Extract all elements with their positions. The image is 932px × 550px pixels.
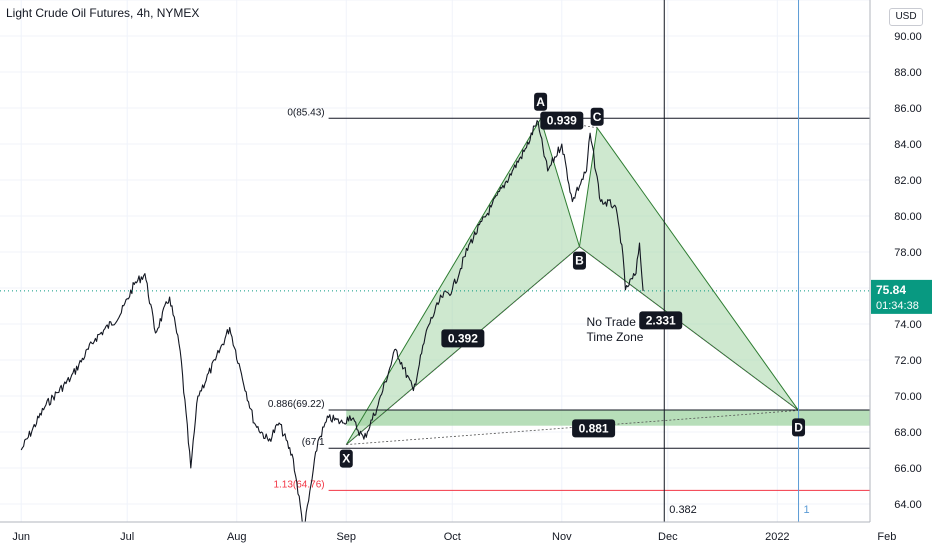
vertical-marker-label: 1 [804, 504, 810, 516]
x-tick-label: Oct [444, 531, 461, 543]
fib-level-label: (67.1 [302, 437, 325, 448]
pattern-ratio-label: 0.881 [572, 419, 616, 438]
chart-title: Light Crude Oil Futures, 4h, NYMEX [6, 6, 200, 20]
pattern-point-label-text: D [794, 420, 803, 434]
y-tick-label: 72.00 [894, 355, 922, 367]
y-tick-label: 70.00 [894, 391, 922, 403]
y-tick-label: 88.00 [894, 67, 922, 79]
y-tick-label: 66.00 [894, 463, 922, 475]
pattern-point-label: D [792, 418, 806, 437]
pattern-ratio-label-text: 2.331 [646, 313, 676, 327]
last-price-tag-box [871, 279, 932, 314]
price-axis-panel [870, 0, 932, 550]
fib-level-label: 0(85.43) [287, 107, 324, 118]
pattern-ratio-label-text: 0.392 [448, 331, 478, 345]
bar-countdown: 01:34:38 [876, 300, 919, 312]
x-tick-label: Aug [227, 531, 247, 543]
pattern-point-label-box [534, 92, 548, 111]
pattern-ratio-label-text: 0.939 [547, 114, 577, 128]
x-tick-label: 2022 [765, 531, 789, 543]
y-tick-label: 64.00 [894, 499, 922, 511]
pattern-ratio-label: 0.939 [540, 111, 584, 130]
bd-diagonal [579, 246, 799, 411]
pattern-point-label-text: A [536, 95, 545, 109]
y-tick-label: 80.00 [894, 211, 922, 223]
y-tick-label: 90.00 [894, 31, 922, 43]
annotation-line: Time Zone [587, 330, 644, 344]
pattern-point-label: X [339, 449, 353, 468]
pattern-triangle-bcd [578, 126, 799, 411]
pattern-point-label-text: C [593, 110, 602, 124]
no-trade-annotation: No Trade Time Zone [587, 315, 644, 344]
y-tick-label: 68.00 [894, 427, 922, 439]
x-tick-label: Jun [12, 531, 30, 543]
pattern-ratio-label: 2.331 [639, 311, 683, 330]
y-tick-label: 78.00 [894, 247, 922, 259]
pattern-point-label: C [590, 107, 604, 126]
x-tick-label: Dec [658, 531, 678, 543]
y-tick-label: 74.00 [894, 319, 922, 331]
pattern-point-label-box [339, 449, 353, 468]
pattern-ratio-label: 0.392 [441, 329, 485, 348]
pattern-point-label-box [792, 418, 806, 437]
x-tick-label: Jul [120, 531, 134, 543]
fib-level-label: 0.886(69.22) [268, 399, 325, 410]
pattern-point-label: A [534, 92, 548, 111]
pattern-ratio-label-box [639, 311, 683, 330]
currency-badge[interactable]: USD [889, 8, 923, 26]
pattern-ratio-label-box [441, 329, 485, 348]
grid-lines [0, 0, 888, 522]
annotation-line: No Trade [587, 315, 637, 329]
y-tick-label: 86.00 [894, 103, 922, 115]
vertical-marker-label: 0.382 [669, 504, 697, 516]
pattern-point-label: B [572, 251, 586, 270]
x-tick-label: Feb [877, 531, 896, 543]
pattern-point-label-text: X [342, 452, 350, 466]
pattern-point-label-text: B [575, 254, 584, 268]
time-axis-panel [0, 522, 870, 550]
pattern-point-label-box [572, 251, 586, 270]
fib-level-label: 1.13(64.76) [273, 479, 324, 490]
last-price-tag: 75.84 01:34:38 [871, 279, 932, 314]
pattern-ratio-label-text: 0.881 [579, 421, 609, 435]
pattern-ratio-label-box [572, 419, 616, 438]
price-series-line [20, 120, 644, 532]
pattern-ratio-label-box [540, 111, 584, 130]
y-tick-label: 82.00 [894, 175, 922, 187]
pattern-point-label-box [590, 107, 604, 126]
xd-diagonal [346, 410, 799, 445]
x-tick-label: Nov [552, 531, 572, 543]
last-price-value: 75.84 [876, 283, 906, 297]
x-tick-label: Sep [336, 531, 356, 543]
prz-zone [346, 410, 905, 426]
y-tick-label: 84.00 [894, 139, 922, 151]
